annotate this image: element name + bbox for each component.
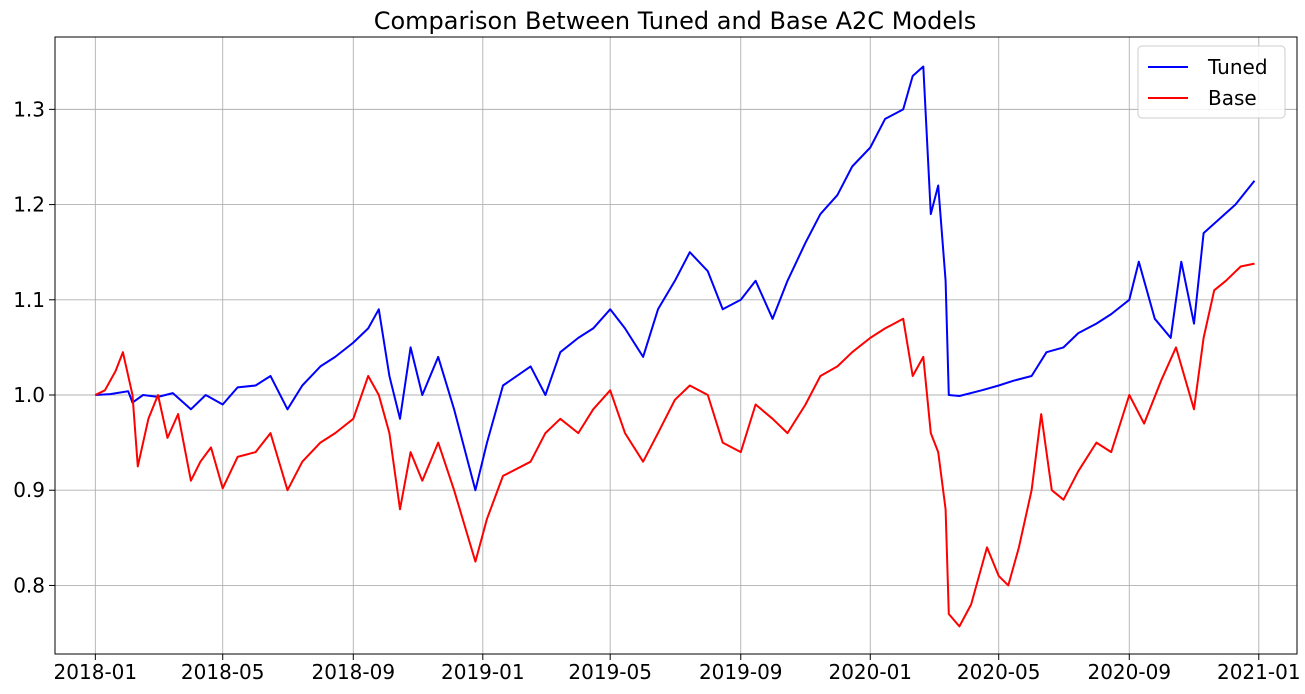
series-line-base [94,262,1255,628]
y-tick-label: 1.3 [13,97,45,121]
y-tick-label: 0.8 [13,573,45,597]
x-tick-label: 2019-09 [699,660,783,684]
legend: Tuned Base [1137,45,1286,119]
x-tick-label: 2020-05 [957,660,1041,684]
plot-frame [54,36,1298,655]
x-tick-label: 2019-05 [568,660,652,684]
x-tick-label: 2021-01 [1217,660,1301,684]
x-tick-label: 2019-01 [441,660,525,684]
y-tick-label: 0.9 [13,478,45,502]
x-tick-label: 2020-01 [828,660,912,684]
x-tick-label: 2020-09 [1087,660,1171,684]
x-tick-label: 2018-05 [181,660,265,684]
legend-box [1137,45,1286,119]
y-tick-label: 1.2 [13,193,45,217]
x-tick-label: 2018-01 [54,660,138,684]
grid [55,37,1297,654]
legend-label-tuned: Tuned [1207,55,1268,79]
x-tick-label: 2018-09 [312,660,396,684]
y-tick-label: 1.1 [13,288,45,312]
chart-title: Comparison Between Tuned and Base A2C Mo… [374,7,977,35]
y-tick-label: 1.0 [13,383,45,407]
series-layer [94,65,1256,628]
legend-label-base: Base [1208,86,1257,110]
x-axis: 2018-01 2018-05 2018-09 2019-01 2019-05 2019-… [54,654,1301,684]
y-axis: 0.8 0.9 1.0 1.1 1.2 1.3 [13,97,55,597]
series-line-tuned [95,65,1256,492]
